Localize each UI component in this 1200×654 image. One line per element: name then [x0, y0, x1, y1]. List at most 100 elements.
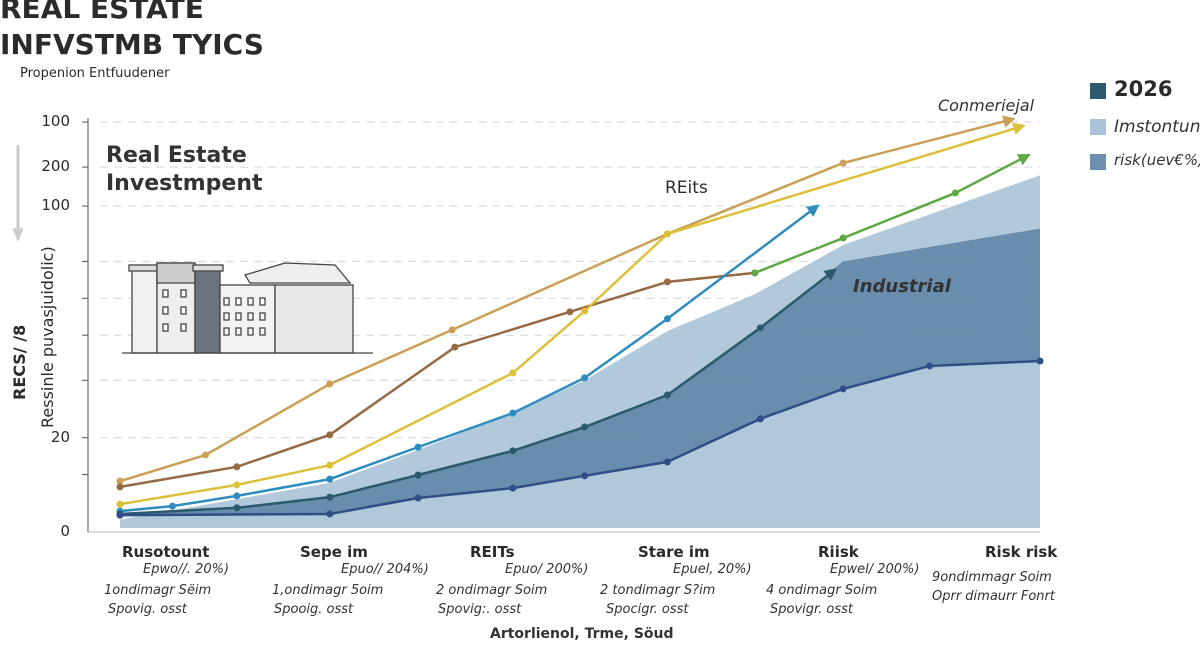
building-part [223, 327, 230, 336]
building-part [192, 264, 224, 272]
data-point [839, 159, 847, 167]
building-part [259, 327, 266, 336]
data-point [581, 423, 589, 431]
building-part [223, 312, 230, 321]
x-group-name: Risk risk [985, 543, 1058, 561]
x-group-line2: 1ondimagr Sëim [104, 583, 212, 598]
x-group-line3: Spovigr. osst [770, 602, 854, 617]
building-part [259, 297, 266, 306]
x-group-line1: Epuo/ 200%) [505, 562, 589, 577]
area-imstontung [120, 175, 1040, 528]
data-point [451, 343, 459, 351]
building-part [162, 323, 169, 332]
x-group-line1: Epwo//. 20%) [143, 562, 230, 577]
building-part [180, 289, 187, 298]
data-point [326, 475, 334, 483]
y-tick-label: 100 [41, 112, 70, 130]
data-point [663, 315, 671, 323]
y-tick-label: 0 [60, 522, 70, 540]
building-part [162, 289, 169, 298]
data-point [663, 278, 671, 286]
data-point [233, 504, 241, 512]
data-point [414, 443, 422, 451]
data-point [581, 472, 589, 480]
data-point [326, 510, 334, 518]
building-part [274, 284, 354, 354]
building-part [194, 269, 221, 354]
data-point [448, 326, 456, 334]
data-point [751, 269, 759, 277]
building-part [235, 327, 242, 336]
building-illustration [122, 262, 373, 354]
data-point [233, 463, 241, 471]
down-arrow-icon [12, 145, 24, 243]
x-group-line3: Oprr dimaurr Fonrt [932, 589, 1055, 604]
data-point [663, 391, 671, 399]
data-point [566, 308, 574, 316]
data-point [509, 447, 517, 455]
building-part [156, 262, 196, 284]
annotation-commercial: Conmeriejal [938, 96, 1035, 115]
legend-label: Imstontung [1114, 117, 1200, 137]
y-tick-label: 20 [50, 427, 70, 446]
data-point [326, 461, 334, 469]
data-point [202, 451, 210, 459]
series-line-green [754, 153, 1031, 275]
data-point [116, 500, 124, 508]
data-point [1036, 357, 1044, 365]
building-part [180, 306, 187, 315]
title-line-1: REAL ESTATE [0, 0, 204, 25]
data-point [414, 494, 422, 502]
x-group-line1: Epuel, 20%) [673, 562, 752, 577]
y-axis-label-2: Ressinle puvasjuidolic) [38, 246, 57, 428]
data-point [756, 324, 764, 332]
x-group-line3: Spovig. osst [108, 602, 187, 617]
x-group-name: Riisk [818, 543, 859, 561]
building-part [247, 327, 254, 336]
inner-title-line-1: Real Estate [106, 143, 247, 168]
x-axis-label: Artorlienol, Trme, Söud [490, 626, 674, 642]
data-point [581, 374, 589, 382]
data-point [756, 415, 764, 423]
data-point [663, 230, 671, 238]
data-point [326, 380, 334, 388]
data-point [509, 369, 517, 377]
series-line-navy [119, 359, 1041, 517]
legend-swatch [1090, 119, 1106, 135]
data-point [509, 409, 517, 417]
y-tick-label: 200 [41, 157, 70, 176]
data-point [414, 471, 422, 479]
data-point [839, 385, 847, 393]
data-point [233, 481, 241, 489]
legend-swatch [1090, 154, 1106, 170]
data-point [168, 502, 176, 510]
x-group-line2: 2 tondimagr S?im [600, 583, 716, 598]
data-point [326, 431, 334, 439]
x-group-line3: Spovig:. osst [438, 602, 522, 617]
building-part [243, 262, 352, 284]
inner-title: Real Estate Investmpent [106, 142, 263, 198]
x-group-line2: 1,ondimagr 5oim [272, 583, 384, 598]
x-group-name: Rusotount [122, 543, 210, 561]
building-part [247, 297, 254, 306]
data-point [233, 492, 241, 500]
building-part [223, 297, 230, 306]
area-2026 [120, 228, 1040, 516]
building-part [235, 297, 242, 306]
data-point [951, 189, 959, 197]
x-group-name: Sepe im [300, 543, 368, 561]
building-part [131, 267, 158, 354]
x-group-line3: Spooig. osst [274, 602, 354, 617]
legend-swatch [1090, 83, 1106, 99]
data-point [581, 307, 589, 315]
subtitle: Propenion Entfuudener [20, 66, 170, 81]
x-group-line1: Epwel/ 200%) [830, 562, 920, 577]
x-group-line3: Spocigr. osst [606, 602, 689, 617]
data-point [839, 234, 847, 242]
inner-title-line-2: Investmpent [106, 171, 263, 196]
x-group-line1: Epuo// 204%) [341, 562, 429, 577]
y-axis-label-1: RECS/ /8 [10, 324, 29, 400]
data-point [926, 362, 934, 370]
